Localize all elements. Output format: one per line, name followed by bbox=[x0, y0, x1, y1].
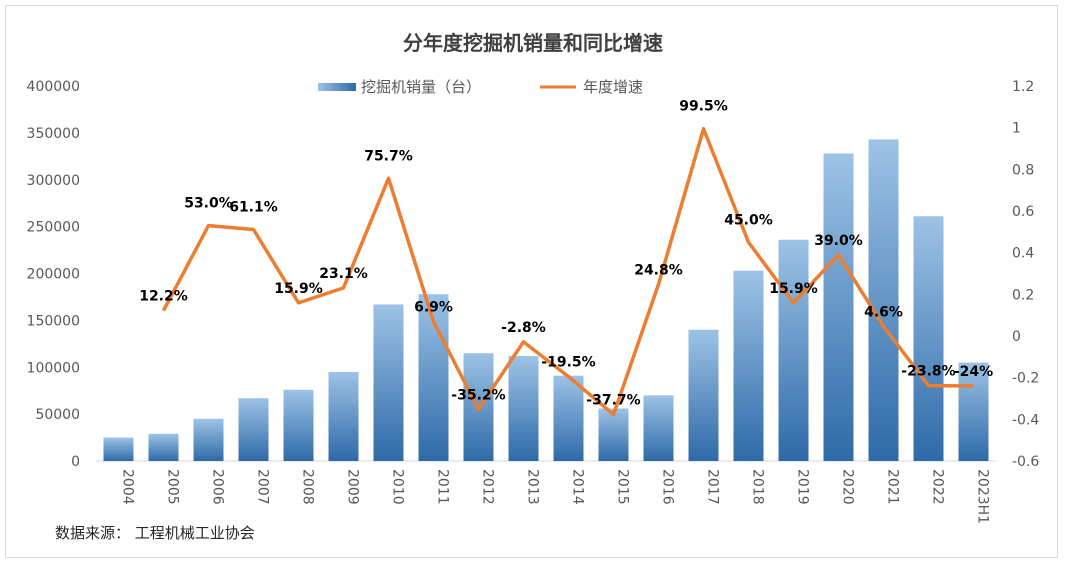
bar bbox=[823, 153, 854, 461]
data-label: 39.0% bbox=[814, 233, 863, 249]
data-label: 4.6% bbox=[864, 304, 903, 320]
growth-line bbox=[161, 126, 974, 417]
legend-line-label: 年度增速 bbox=[583, 78, 643, 96]
bar bbox=[283, 389, 314, 461]
y-left-tick: 0 bbox=[71, 454, 80, 470]
bar bbox=[913, 216, 944, 461]
data-label: -24% bbox=[954, 364, 993, 380]
bar bbox=[598, 408, 629, 461]
y-right-tick: 0.4 bbox=[1012, 246, 1034, 262]
x-tick: 2021 bbox=[885, 469, 901, 505]
data-label: -23.8% bbox=[901, 364, 955, 380]
data-label: -35.2% bbox=[451, 387, 505, 403]
y-left-tick: 300000 bbox=[27, 173, 80, 189]
data-label: 6.9% bbox=[414, 300, 453, 316]
y-right-tick: 0 bbox=[1012, 329, 1021, 345]
x-tick: 2014 bbox=[570, 469, 586, 505]
bar bbox=[238, 398, 269, 461]
y-left-tick: 250000 bbox=[27, 220, 80, 236]
bar bbox=[193, 418, 224, 461]
y-right-tick: -0.2 bbox=[1012, 371, 1039, 387]
x-tick: 2016 bbox=[660, 469, 676, 505]
y-left-tick: 200000 bbox=[27, 267, 80, 283]
bar bbox=[328, 371, 359, 461]
x-tick: 2023H1 bbox=[975, 469, 991, 524]
data-label: 24.8% bbox=[634, 262, 683, 278]
x-tick: 2019 bbox=[795, 469, 811, 505]
y-right-tick: 0.8 bbox=[1012, 162, 1034, 178]
x-tick: 2022 bbox=[930, 469, 946, 505]
y-left-tick: 350000 bbox=[27, 126, 80, 142]
x-tick: 2010 bbox=[390, 469, 406, 505]
bar bbox=[958, 362, 989, 461]
source-note: 数据来源： 工程机械工业协会 bbox=[55, 524, 255, 542]
data-label: 15.9% bbox=[769, 281, 818, 297]
x-tick: 2008 bbox=[300, 469, 316, 505]
x-tick: 2004 bbox=[120, 469, 136, 505]
bar bbox=[553, 375, 584, 461]
data-label: 45.0% bbox=[724, 212, 773, 228]
data-label: 75.7% bbox=[364, 148, 413, 164]
x-tick: 2013 bbox=[525, 469, 541, 505]
x-tick: 2009 bbox=[345, 469, 361, 505]
y-right-tick: 1.2 bbox=[1012, 79, 1034, 95]
y-right-tick: 1 bbox=[1012, 121, 1021, 137]
bar bbox=[688, 329, 719, 461]
legend: 挖掘机销量（台） 年度增速 bbox=[318, 78, 643, 96]
data-label: 12.2% bbox=[139, 289, 188, 305]
y-left-tick: 400000 bbox=[27, 79, 80, 95]
bar bbox=[508, 356, 539, 461]
x-tick: 2011 bbox=[435, 469, 451, 505]
bar bbox=[778, 239, 809, 461]
x-tick: 2020 bbox=[840, 469, 856, 505]
x-tick: 2007 bbox=[255, 469, 271, 505]
x-tick: 2006 bbox=[210, 469, 226, 505]
y-right-tick: -0.4 bbox=[1012, 412, 1039, 428]
data-label: 99.5% bbox=[679, 99, 728, 115]
x-tick: 2018 bbox=[750, 469, 766, 505]
bar bbox=[868, 139, 899, 461]
x-tick: 2012 bbox=[480, 469, 496, 505]
data-label: 23.1% bbox=[319, 266, 368, 282]
data-label: 15.9% bbox=[274, 281, 323, 297]
y-left-tick: 150000 bbox=[27, 313, 80, 329]
bar bbox=[643, 395, 674, 461]
x-tick: 2017 bbox=[705, 469, 721, 505]
x-tick: 2005 bbox=[165, 469, 181, 505]
bar bbox=[148, 433, 179, 461]
chart-title: 分年度挖掘机销量和同比增速 bbox=[403, 31, 663, 55]
data-label: 61.1% bbox=[229, 200, 278, 216]
y-left-tick: 50000 bbox=[35, 407, 80, 423]
data-label: -37.7% bbox=[586, 393, 640, 409]
chart-frame bbox=[5, 5, 1058, 558]
y-right-tick: 0.6 bbox=[1012, 204, 1034, 220]
data-label: 53.0% bbox=[184, 196, 233, 212]
bar bbox=[373, 304, 404, 461]
x-tick: 2015 bbox=[615, 469, 631, 505]
y-right-tick: -0.6 bbox=[1012, 454, 1039, 470]
bar bbox=[733, 270, 764, 461]
data-label: -2.8% bbox=[501, 320, 546, 336]
bar bbox=[103, 437, 134, 461]
data-label: -19.5% bbox=[541, 355, 595, 371]
legend-bar-label: 挖掘机销量（台） bbox=[361, 78, 481, 96]
y-right-tick: 0.2 bbox=[1012, 287, 1034, 303]
y-left-tick: 100000 bbox=[27, 360, 80, 376]
legend-bar-swatch bbox=[318, 83, 356, 91]
